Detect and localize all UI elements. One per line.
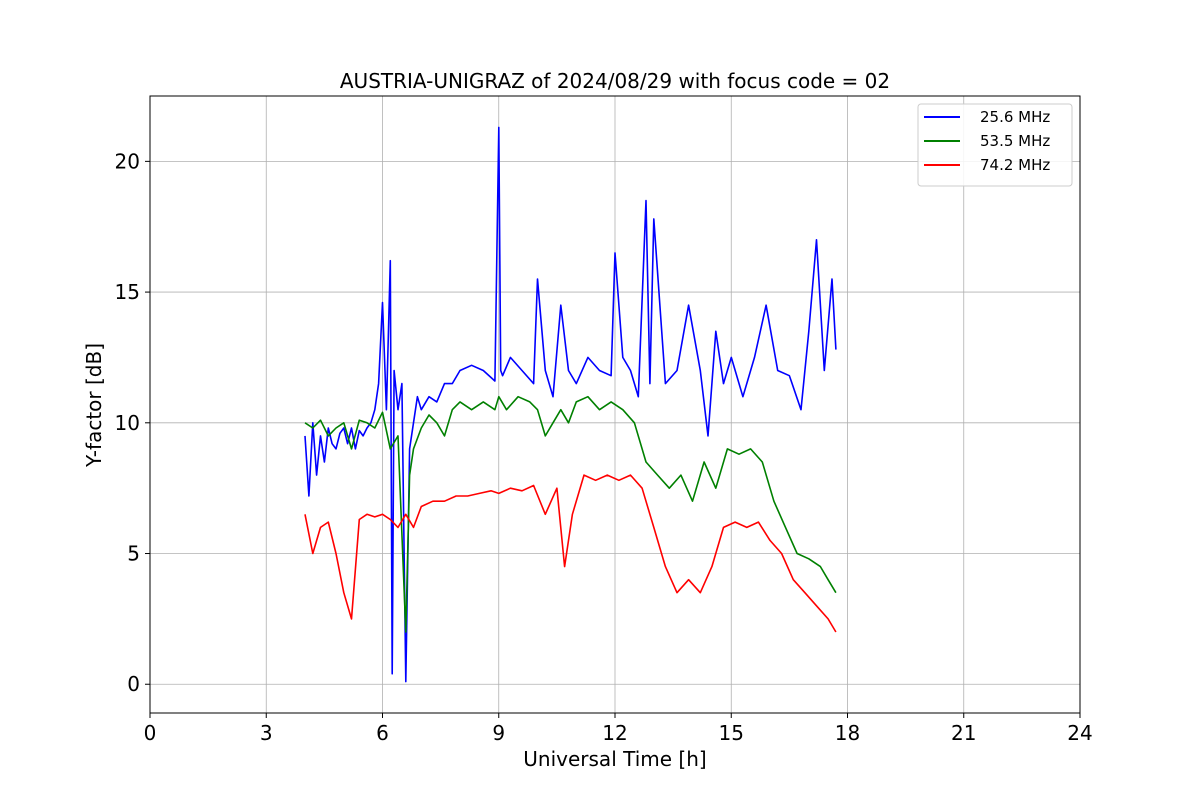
series-line-3 <box>304 474 837 633</box>
x-tick-label: 12 <box>602 721 627 745</box>
legend: 25.6 MHz 53.5 MHz 74.2 MHz <box>917 103 1073 187</box>
chart-title: AUSTRIA-UNIGRAZ of 2024/08/29 with focus… <box>340 69 890 93</box>
y-tick-label: 0 <box>127 672 140 696</box>
x-tick-label: 3 <box>260 721 273 745</box>
x-tick-label: 21 <box>951 721 976 745</box>
y-axis: 0 5 10 15 20 <box>115 149 150 696</box>
x-tick-label: 18 <box>835 721 860 745</box>
y-tick-label: 15 <box>115 280 140 304</box>
series-line-1 <box>304 126 837 683</box>
y-tick-label: 20 <box>115 149 140 173</box>
x-tick-label: 0 <box>144 721 157 745</box>
y-tick-label: 5 <box>127 542 140 566</box>
x-axis-label: Universal Time [h] <box>523 747 706 771</box>
x-tick-label: 15 <box>719 721 744 745</box>
y-axis-label: Y-factor [dB] <box>82 343 106 468</box>
series-line-2 <box>304 395 837 633</box>
legend-label: 25.6 MHz <box>980 108 1050 126</box>
x-tick-label: 9 <box>492 721 505 745</box>
legend-label: 53.5 MHz <box>980 132 1050 150</box>
x-tick-label: 6 <box>376 721 389 745</box>
legend-label: 74.2 MHz <box>980 156 1050 174</box>
y-tick-label: 10 <box>115 411 140 435</box>
x-axis: 0 3 6 9 12 15 18 21 24 <box>144 713 1093 745</box>
x-tick-label: 24 <box>1067 721 1092 745</box>
series-layer <box>304 126 837 683</box>
